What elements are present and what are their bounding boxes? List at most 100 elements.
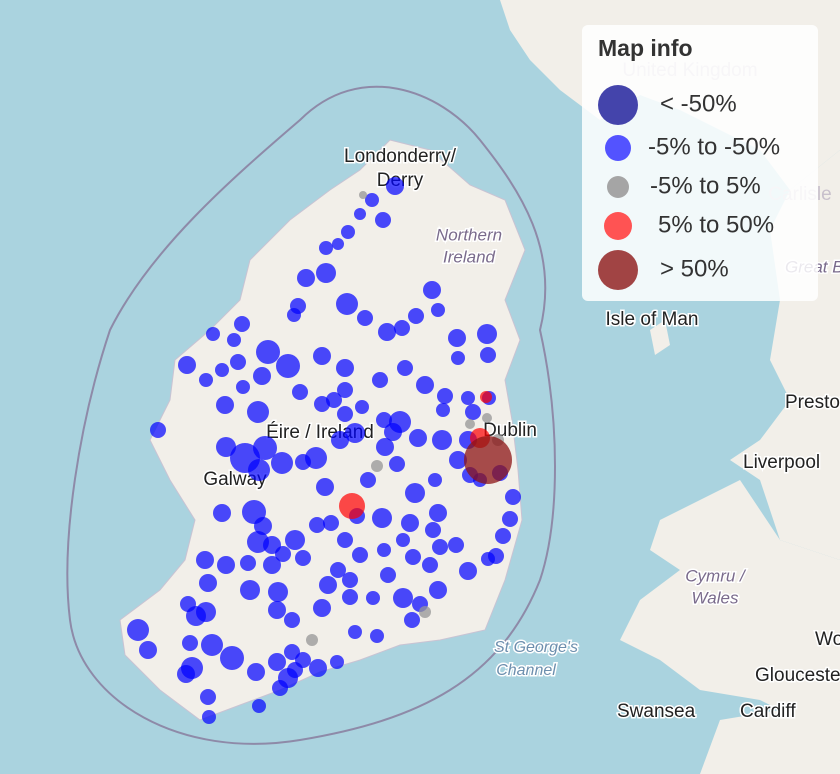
marker <box>336 359 354 377</box>
marker <box>268 582 288 602</box>
marker <box>276 354 300 378</box>
marker <box>419 606 431 618</box>
marker <box>342 589 358 605</box>
marker <box>464 436 512 484</box>
marker <box>389 456 405 472</box>
marker <box>448 329 466 347</box>
marker <box>139 641 157 659</box>
marker <box>372 372 388 388</box>
marker <box>495 528 511 544</box>
marker <box>213 504 231 522</box>
marker <box>436 403 450 417</box>
marker <box>405 483 425 503</box>
marker <box>425 522 441 538</box>
marker <box>326 392 342 408</box>
marker <box>481 552 495 566</box>
legend-label: -5% to -50% <box>648 133 780 160</box>
legend-swatch <box>604 212 632 240</box>
marker <box>352 547 368 563</box>
marker <box>405 549 421 565</box>
land <box>700 700 840 774</box>
marker <box>437 388 453 404</box>
marker <box>480 391 492 403</box>
marker <box>206 327 220 341</box>
marker <box>199 373 213 387</box>
land <box>650 320 670 355</box>
place-label: Cymru / <box>685 566 747 585</box>
marker <box>378 323 396 341</box>
legend-label: < -50% <box>660 90 737 117</box>
marker <box>397 360 413 376</box>
marker <box>287 662 303 678</box>
marker <box>432 539 448 555</box>
place-label: Channel <box>496 662 556 679</box>
marker <box>360 472 376 488</box>
marker <box>461 391 475 405</box>
marker <box>247 401 269 423</box>
marker <box>371 460 383 472</box>
marker <box>431 303 445 317</box>
marker <box>202 710 216 724</box>
marker <box>201 634 223 656</box>
marker <box>256 340 280 364</box>
marker <box>178 356 196 374</box>
marker <box>216 437 236 457</box>
marker <box>370 629 384 643</box>
marker <box>422 557 438 573</box>
marker <box>409 429 427 447</box>
marker <box>292 384 308 400</box>
marker <box>354 208 366 220</box>
marker <box>263 556 281 574</box>
place-label: Liverpool <box>743 452 820 473</box>
marker <box>448 537 464 553</box>
marker <box>297 269 315 287</box>
marker <box>465 404 481 420</box>
marker <box>341 225 355 239</box>
marker <box>275 546 291 562</box>
marker <box>248 459 270 481</box>
marker <box>295 550 311 566</box>
marker <box>287 308 301 322</box>
marker <box>200 689 216 705</box>
marker <box>505 489 521 505</box>
marker <box>449 451 467 469</box>
land <box>620 480 840 720</box>
marker <box>423 281 441 299</box>
marker <box>319 576 337 594</box>
marker <box>365 193 379 207</box>
legend-swatch <box>598 250 638 290</box>
marker <box>342 572 358 588</box>
marker <box>199 574 217 592</box>
legend-label: > 50% <box>660 255 729 282</box>
marker <box>253 436 277 460</box>
marker <box>459 562 477 580</box>
marker <box>240 580 260 600</box>
place-label: Northern <box>436 225 502 244</box>
marker <box>355 400 369 414</box>
marker <box>285 530 305 550</box>
marker <box>306 634 318 646</box>
marker <box>332 238 344 250</box>
place-label: Gloucester <box>755 665 840 686</box>
marker <box>336 293 358 315</box>
marker <box>376 438 394 456</box>
marker <box>404 612 420 628</box>
marker <box>240 555 256 571</box>
marker <box>272 680 288 696</box>
marker <box>477 324 497 344</box>
marker <box>393 588 413 608</box>
marker <box>319 241 333 255</box>
marker <box>230 354 246 370</box>
marker <box>127 619 149 641</box>
marker <box>268 601 286 619</box>
marker <box>236 380 250 394</box>
marker <box>253 367 271 385</box>
marker <box>396 533 410 547</box>
marker <box>408 308 424 324</box>
place-label: Isle of Man <box>606 309 699 330</box>
marker <box>316 478 334 496</box>
marker <box>234 316 250 332</box>
marker <box>394 320 410 336</box>
legend-swatch <box>598 85 638 125</box>
marker <box>316 263 336 283</box>
